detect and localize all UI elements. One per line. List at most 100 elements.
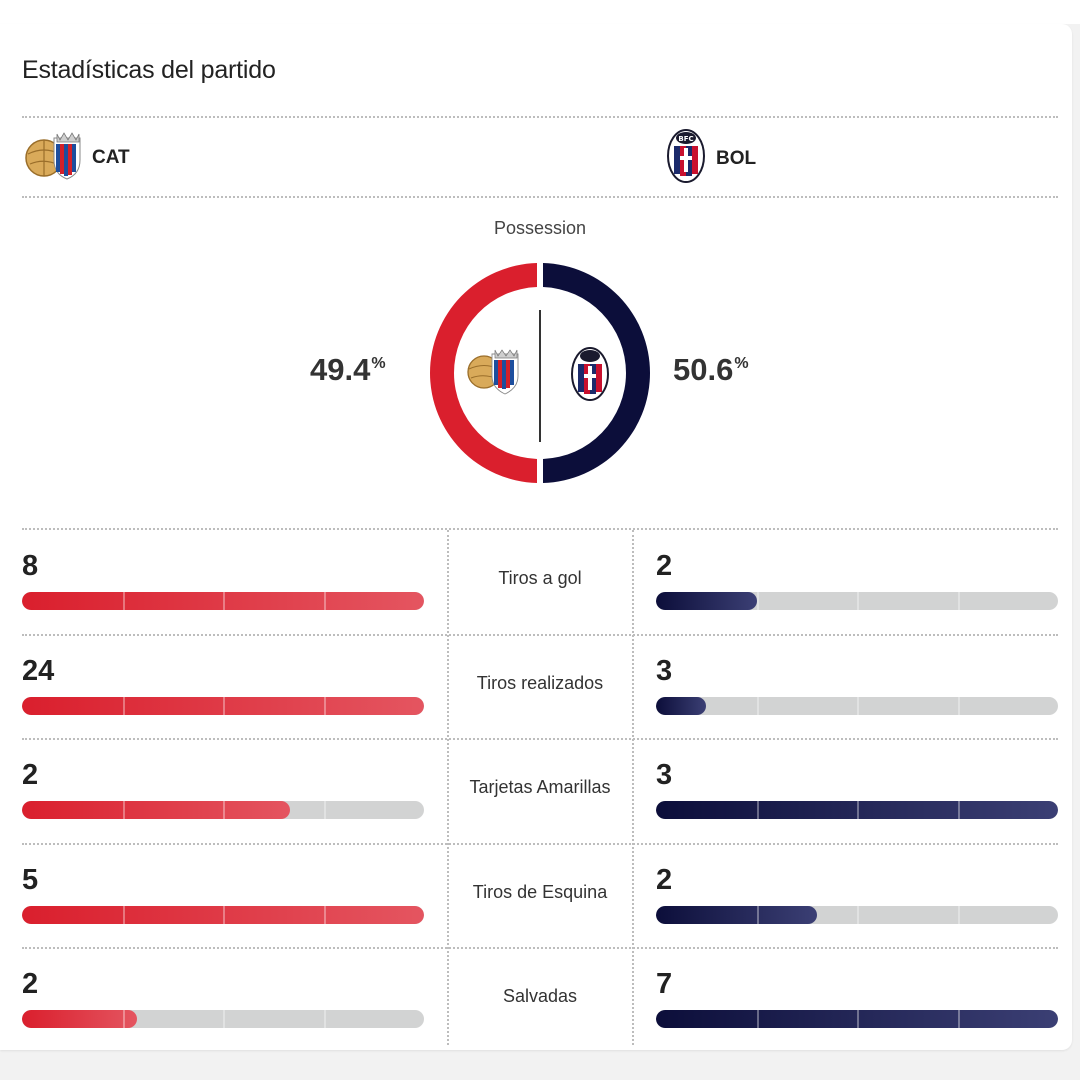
away-stat-bar-fill [656, 905, 817, 924]
divider [22, 633, 1058, 636]
bar-segment-tick [223, 592, 225, 610]
away-stat-bar-fill [656, 801, 1058, 819]
bar-segment-tick [756, 801, 759, 819]
percent-sign: % [371, 355, 386, 372]
away-team-abbr: BOL [716, 147, 757, 169]
home-possession-value: 49.4% [310, 352, 386, 388]
away-stat-bar-fill [656, 1010, 1058, 1028]
home-possession-arc [430, 263, 537, 483]
bar-segment-tick [323, 801, 326, 819]
bar-segment-tick [223, 801, 225, 819]
divider [22, 842, 1058, 845]
possession-label: Possession [493, 218, 587, 238]
stat-row: 8 Tiros a gol 2 [0, 530, 1080, 634]
stat-row: 5 Tiros de Esquina 2 [0, 844, 1080, 948]
home-stat-value: 5 [22, 863, 39, 896]
bar-segment-tick [223, 1010, 225, 1028]
bar-segment-tick [122, 905, 125, 924]
stat-row: 2 Tarjetas Amarillas 3 [0, 739, 1080, 843]
home-stat-bar [22, 801, 424, 819]
home-possession-number: 49.4 [310, 352, 371, 387]
away-stat-bar [656, 801, 1058, 819]
catania-crest-icon [24, 130, 82, 185]
bar-segment-tick [857, 1010, 859, 1028]
column-divider [447, 530, 449, 1045]
bar-segment-tick [957, 1010, 960, 1028]
match-stats-card [0, 24, 1072, 1050]
away-stat-bar-fill [656, 592, 757, 610]
percent-sign: % [734, 355, 749, 372]
home-stat-bar-fill [22, 905, 424, 924]
stat-row: 2 Salvadas 7 [0, 948, 1080, 1052]
bar-segment-tick [122, 592, 125, 610]
away-possession-number: 50.6 [673, 352, 734, 387]
away-possession-value: 50.6% [673, 352, 749, 388]
away-stat-bar [656, 905, 1058, 924]
bar-segment-tick [122, 801, 125, 819]
away-stat-value: 3 [656, 759, 673, 791]
divider [22, 947, 1058, 949]
bar-segment-tick [857, 592, 859, 610]
possession-center-divider [539, 310, 541, 442]
stat-label: Tarjetas Amarillas [469, 777, 611, 797]
bar-segment-tick [756, 905, 759, 924]
home-stat-value: 8 [22, 550, 39, 582]
home-stat-bar-fill [22, 1010, 137, 1028]
divider [22, 738, 1058, 740]
away-stat-value: 2 [656, 863, 673, 896]
home-stat-bar-fill [22, 592, 424, 610]
bar-segment-tick [756, 592, 759, 610]
bar-segment-tick [756, 696, 759, 715]
bar-segment-tick [957, 696, 960, 715]
bologna-crest-icon: BFC [666, 128, 706, 189]
svg-text:BFC: BFC [678, 135, 693, 143]
column-divider [632, 530, 634, 1045]
stat-label: Tiros de Esquina [472, 881, 608, 902]
stat-row: 24 Tiros realizados 3 [0, 635, 1080, 739]
bar-segment-tick [957, 905, 960, 924]
divider [22, 116, 1058, 118]
catania-crest-icon [467, 349, 519, 395]
away-stat-bar-fill [656, 696, 707, 715]
bar-segment-tick [223, 696, 225, 715]
divider [22, 196, 1058, 198]
home-team-abbr: CAT [92, 146, 130, 168]
possession-donut-chart [430, 262, 650, 484]
bar-segment-tick [323, 696, 326, 715]
away-stat-value: 7 [656, 968, 673, 1000]
away-stat-bar [656, 592, 1058, 610]
stat-label: Salvadas [502, 986, 578, 1006]
away-possession-arc [543, 263, 650, 483]
page-title: Estadísticas del partido [22, 56, 276, 84]
home-stat-bar [22, 696, 424, 715]
bar-segment-tick [857, 696, 859, 715]
bar-segment-tick [957, 801, 960, 819]
bar-segment-tick [323, 905, 326, 924]
stat-label: Tiros realizados [476, 672, 604, 693]
away-team-header[interactable]: BFC BOL [666, 128, 756, 189]
away-stat-bar [656, 696, 1058, 715]
home-stat-bar [22, 1010, 424, 1028]
home-team-header[interactable]: CAT [24, 130, 130, 185]
home-stat-bar-fill [22, 696, 424, 715]
bar-segment-tick [323, 1010, 326, 1028]
top-strip [0, 0, 1080, 24]
bar-segment-tick [857, 801, 859, 819]
divider [22, 528, 1058, 530]
bar-segment-tick [756, 1010, 759, 1028]
bar-segment-tick [323, 592, 326, 610]
away-stat-bar [656, 1010, 1058, 1028]
bar-segment-tick [957, 592, 960, 610]
bar-segment-tick [857, 905, 859, 924]
away-stat-value: 2 [656, 550, 673, 582]
away-stat-value: 3 [656, 654, 673, 687]
home-stat-bar [22, 592, 424, 610]
home-stat-value: 24 [22, 654, 55, 687]
bar-segment-tick [122, 1010, 125, 1028]
stat-label: Tiros a gol [498, 568, 582, 588]
home-stat-bar-fill [22, 801, 291, 819]
bar-segment-tick [122, 696, 125, 715]
bologna-crest-icon [571, 347, 609, 401]
bar-segment-tick [223, 905, 225, 924]
home-stat-value: 2 [22, 759, 39, 791]
